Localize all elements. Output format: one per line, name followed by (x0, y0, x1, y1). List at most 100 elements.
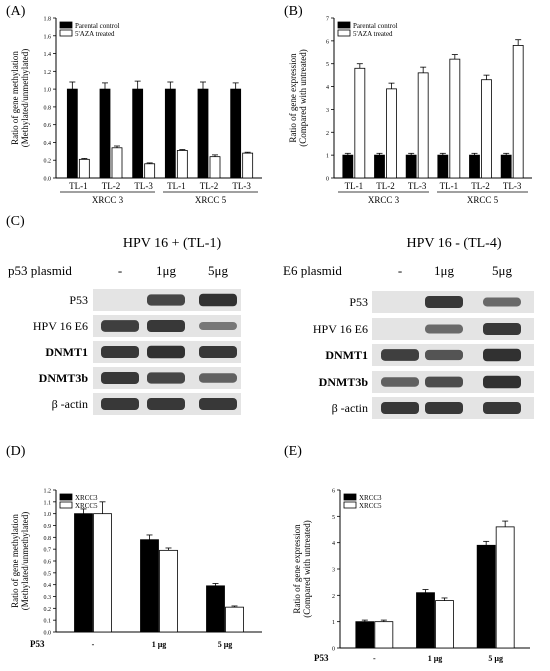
group-label: XRCC 3 (368, 195, 400, 205)
dose-label: - (118, 263, 122, 278)
y-tick-label: 0.5 (44, 571, 52, 577)
legend-swatch (59, 21, 73, 29)
y-tick-label: 2 (332, 594, 335, 600)
y-tick-label: 0 (332, 647, 335, 653)
dose-label: - (398, 263, 402, 278)
chart-e: 0 1 2 3 4 5 6 Ratio of gene expression (Compared… (292, 489, 530, 663)
dose-label: 1μg (156, 263, 176, 278)
y-tick-label: 0.8 (44, 536, 52, 542)
y-tick-label: 0.0 (44, 631, 52, 637)
blot-row-label: DNMT3b (319, 375, 369, 389)
western-blots: HPV 16 + (TL-1) p53 plasmid - 1μg 5μg P53 HPV … (8, 236, 534, 419)
y-axis-label: Ratio of gene expression (292, 524, 302, 614)
x-tick-label: - (92, 640, 95, 649)
legend-entry: XRCC5 (359, 502, 382, 510)
y-tick-label: 1.4 (44, 52, 52, 58)
bar (469, 154, 480, 179)
blot-band (147, 294, 185, 306)
y-tick-label: 1.6 (44, 34, 52, 40)
blot-band (199, 373, 237, 383)
y-tick-label: 3 (326, 108, 329, 114)
y-tick-label: 0.3 (44, 595, 52, 601)
bar (242, 152, 254, 179)
bar (164, 88, 176, 179)
bar (476, 544, 496, 649)
y-tick-label: 0.8 (44, 105, 52, 111)
x-tick-label: - (373, 654, 376, 663)
y-tick-label: 0.4 (44, 583, 52, 589)
y-tick-label: 6 (326, 39, 329, 45)
plasmid-label: E6 plasmid (283, 263, 342, 278)
y-tick-label: 0 (326, 177, 329, 183)
x-tick-label: TL-2 (471, 181, 490, 191)
bar (374, 621, 394, 649)
plasmid-label: p53 plasmid (8, 263, 72, 278)
dose-label: 5μg (492, 263, 512, 278)
blot-row-label: DNMT1 (45, 345, 88, 359)
y-tick-label: 0.6 (44, 560, 52, 566)
panel-label-a: (A) (6, 4, 26, 19)
bar (140, 539, 159, 633)
blot-band (147, 397, 185, 411)
blot-band (199, 321, 237, 331)
x-tick-label: TL-2 (376, 181, 395, 191)
y-axis-label: Ratio of gene expression (288, 53, 298, 143)
bar (449, 58, 461, 179)
blot-title: HPV 16 + (TL-1) (123, 236, 222, 251)
y-tick-label: 4 (332, 541, 335, 547)
bar (437, 154, 449, 179)
chart-a: 0.0 0.2 0.4 0.6 0.8 1.0 1.2 1.4 1.6 1.8 Ratio of g… (10, 17, 262, 205)
legend-entry: XRCC3 (359, 494, 382, 502)
y-axis-label: (Methylated/unmethylated) (20, 49, 30, 147)
y-tick-label: 1 (326, 154, 329, 160)
blot-row-label: HPV 16 E6 (33, 319, 88, 333)
blot-band (147, 372, 185, 384)
dose-label: 5μg (208, 263, 228, 278)
y-tick-label: 4 (326, 85, 329, 91)
bar (74, 513, 93, 633)
y-tick-label: 1.8 (44, 17, 52, 23)
y-axis-label: Ratio of gene methylation (10, 514, 20, 608)
x-axis-label: P53 (314, 653, 329, 663)
blot-band (101, 320, 139, 332)
x-tick-label: TL-3 (134, 181, 153, 191)
panel-label-c: (C) (6, 214, 25, 229)
blot-band (425, 324, 463, 334)
y-tick-label: 1.2 (44, 70, 52, 76)
x-tick-label: TL-1 (69, 181, 88, 191)
legend-swatch (59, 501, 73, 509)
bar (66, 88, 78, 179)
y-tick-label: 0.2 (44, 607, 52, 613)
bar (342, 154, 354, 179)
bar (481, 79, 492, 179)
group-label: XRCC 3 (92, 195, 124, 205)
chart-b: 0 1 2 3 4 5 6 7 Ratio of gene expression (Compare… (288, 17, 532, 205)
legend-swatch (343, 501, 357, 509)
panel-label-d: (D) (6, 444, 26, 459)
blot-band (483, 322, 521, 336)
x-tick-label: TL-2 (200, 181, 219, 191)
x-tick-label: 5 µg (218, 640, 233, 649)
legend-entry: XRCC3 (75, 494, 98, 502)
bar (132, 88, 144, 179)
blot-band (483, 348, 521, 362)
y-tick-label: 0.4 (44, 141, 52, 147)
y-axis-label: Ratio of gene methylation (10, 51, 20, 145)
x-tick-label: TL-2 (102, 181, 121, 191)
x-tick-label: 1 µg (428, 654, 443, 663)
group-label: XRCC 5 (195, 195, 227, 205)
bar (159, 549, 178, 633)
legend-entry: Parental control (75, 22, 120, 30)
x-tick-label: 1 µg (152, 640, 167, 649)
bar (354, 67, 366, 179)
blot-row-label: P53 (349, 295, 368, 309)
dose-label: 1μg (434, 263, 454, 278)
y-tick-label: 0.2 (44, 159, 52, 165)
blot-band (483, 297, 521, 307)
panel-label-e: (E) (284, 444, 302, 459)
x-axis-label: P53 (30, 639, 45, 649)
y-axis-label: (Compared with untreated) (298, 49, 308, 146)
blot-band (483, 375, 521, 389)
blot-band (199, 293, 237, 307)
x-tick-label: TL-1 (167, 181, 186, 191)
